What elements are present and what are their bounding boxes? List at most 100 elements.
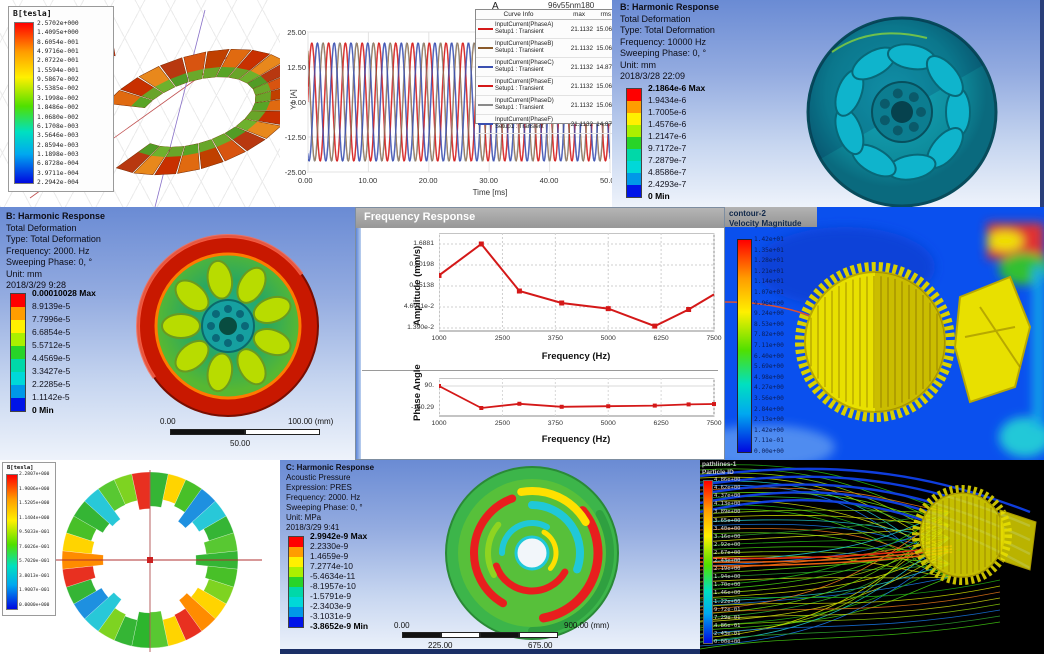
amp-y-tick: 1.390e-2 bbox=[407, 324, 434, 331]
colorbar-value: 2.67e+00 bbox=[714, 549, 741, 556]
colorbar-value: 7.82e+00 bbox=[754, 331, 784, 339]
curve-max: 21.1132 bbox=[570, 25, 593, 33]
titlebar-remnant bbox=[725, 207, 817, 227]
colorbar-value: 2.2942e-004 bbox=[37, 179, 79, 186]
legend-value: 6.6854e-5 bbox=[32, 327, 71, 337]
legend-header-col: max bbox=[573, 11, 585, 18]
window-title: Frequency Response bbox=[364, 211, 476, 223]
legend-row: InputCurrent(PhaseC) Setup1 : Transient 21… bbox=[476, 58, 612, 77]
legend-band bbox=[627, 101, 641, 113]
curve-rms: 15.0668 bbox=[596, 82, 612, 90]
plot-title: A bbox=[492, 1, 499, 12]
amp-x-tick: 1000 bbox=[431, 335, 447, 342]
curve-max: 21.1132 bbox=[570, 82, 593, 90]
legend-band bbox=[11, 372, 25, 385]
curve-setup: Setup1 : Transient bbox=[495, 48, 544, 54]
panel-harmonic-wheel-10000hz: B: Harmonic Response Total Deformation Typ… bbox=[612, 0, 1044, 207]
phase-x-tick: 5000 bbox=[600, 420, 616, 427]
legend-band bbox=[289, 557, 303, 567]
legend-value: 4.8586e-7 bbox=[648, 167, 687, 177]
annotation-line: Frequency: 10000 Hz bbox=[620, 36, 707, 47]
ruler-segment bbox=[519, 632, 558, 638]
legend-band bbox=[289, 577, 303, 587]
colorbar-value: 1.46e+00 bbox=[714, 590, 741, 597]
amp-x-tick: 7500 bbox=[706, 335, 722, 342]
colorbar-value: 1.07e+01 bbox=[754, 289, 784, 296]
legend-value: 2.1864e-6 Max bbox=[648, 83, 706, 93]
annotation-line: B: Harmonic Response bbox=[6, 211, 106, 221]
annotation-line: Expression: PRES bbox=[286, 483, 352, 492]
legend-value: -5.4634e-11 bbox=[310, 571, 356, 581]
result-annotation: B: Harmonic Response Total Deformation Typ… bbox=[6, 211, 105, 292]
streamlines-render bbox=[700, 464, 1037, 650]
legend-band bbox=[11, 398, 25, 411]
x-tick: 50.00 bbox=[600, 176, 612, 185]
legend-band bbox=[289, 567, 303, 577]
legend-value: 2.2330e-9 bbox=[310, 541, 349, 551]
colorbar-value: 2.92e+00 bbox=[714, 541, 741, 548]
y-tick: 0.00 bbox=[291, 98, 306, 107]
legend-band bbox=[289, 617, 303, 627]
legend-value: -3.1031e-9 bbox=[310, 611, 352, 621]
curve-color-sample bbox=[478, 85, 493, 87]
x-tick: 0.00 bbox=[298, 176, 313, 185]
panel-harmonic-wheel-2000hz: B: Harmonic Response Total Deformation Typ… bbox=[0, 207, 355, 460]
window-resize-edge[interactable] bbox=[356, 228, 361, 459]
colorbar-value: 1.9007e-001 bbox=[19, 588, 50, 594]
curve-setup: Setup1 : Transient bbox=[495, 67, 544, 73]
curve-max: 21.1132 bbox=[570, 101, 593, 109]
legend-value: 0 Min bbox=[32, 405, 54, 415]
curve-name: InputCurrent(PhaseC) bbox=[495, 60, 554, 66]
colorbar-value: 9.24e+00 bbox=[754, 310, 784, 318]
phase-x-tick: 2500 bbox=[494, 420, 511, 427]
legend-band bbox=[627, 149, 641, 161]
legend-band bbox=[627, 89, 641, 101]
colorbar-value: 2.13e+00 bbox=[754, 416, 784, 424]
colorbar-value: 1.8486e-002 bbox=[37, 104, 79, 112]
colorbar-value: 2.84e+00 bbox=[754, 405, 784, 413]
annotation-line: 2018/3/29 9:41 bbox=[286, 523, 340, 532]
legend-value: 1.4576e-6 bbox=[648, 119, 687, 129]
ruler-segment bbox=[441, 632, 480, 638]
legend-band-column bbox=[626, 88, 642, 198]
ruler-label-right: 900.00 (mm) bbox=[564, 621, 610, 630]
phase-plot bbox=[439, 378, 716, 417]
curve-label: InputCurrent(PhaseA) Setup1 : Transient bbox=[495, 22, 567, 36]
legend-band bbox=[11, 385, 25, 398]
colorbar-value: 8.6054e-001 bbox=[37, 38, 79, 46]
ruler-label-left: 0.00 bbox=[160, 417, 176, 426]
legend-value: 1.4659e-9 bbox=[310, 551, 349, 561]
ruler-label-left: 0.00 bbox=[394, 621, 410, 630]
legend-row: InputCurrent(PhaseE) Setup1 : Transient 21… bbox=[476, 77, 612, 96]
annotation-line: Unit: mm bbox=[6, 268, 42, 279]
amp-y-tick: 0.15138 bbox=[409, 282, 434, 289]
colorbar-value: 1.4095e+000 bbox=[37, 29, 79, 37]
amp-x-axis-label: Frequency (Hz) bbox=[541, 351, 611, 362]
legend-value: 1.2147e-6 bbox=[648, 131, 687, 141]
curve-label: InputCurrent(PhaseF) Setup1 : Transient bbox=[495, 117, 567, 131]
y-tick: -25.00 bbox=[284, 168, 306, 177]
colorbar-value: 0.00e+00 bbox=[714, 639, 741, 645]
colorbar-value: 1.21e+01 bbox=[754, 267, 784, 275]
colorbar-value: 1.1404e+000 bbox=[19, 515, 50, 521]
legend-band bbox=[11, 333, 25, 346]
phase-y-tick: -150.29 bbox=[410, 404, 434, 411]
amp-x-tick: 5000 bbox=[600, 335, 616, 342]
legend-band bbox=[627, 173, 641, 185]
curve-name: InputCurrent(PhaseE) bbox=[495, 79, 554, 85]
curve-label: InputCurrent(PhaseE) Setup1 : Transient bbox=[495, 79, 567, 93]
legend-value: 1.9434e-6 bbox=[648, 95, 687, 105]
curve-color-sample bbox=[478, 47, 493, 49]
curve-setup: Setup1 : Transient bbox=[495, 29, 544, 35]
panel-maxwell-torus: B[tesla] 2.5702e+000 1.4095e+000 8.6054e-0… bbox=[0, 0, 280, 207]
window-titlebar[interactable]: Frequency Response bbox=[356, 208, 724, 228]
colorbar-value: 9.72e-01 bbox=[714, 606, 741, 613]
curve-label: InputCurrent(PhaseB) Setup1 : Transient bbox=[495, 41, 567, 55]
colorbar-value: 1.28e+01 bbox=[754, 257, 784, 265]
legend-header-col: rms bbox=[600, 11, 612, 18]
panel-transient-currents: A 96v55nm180 Y1 [A] 25.00 12.50 0.00 -12.50… bbox=[280, 0, 612, 207]
colorbar-value: 9.96e+00 bbox=[754, 299, 784, 307]
amp-x-tick: 6250 bbox=[653, 335, 669, 342]
legend-band bbox=[11, 307, 25, 320]
